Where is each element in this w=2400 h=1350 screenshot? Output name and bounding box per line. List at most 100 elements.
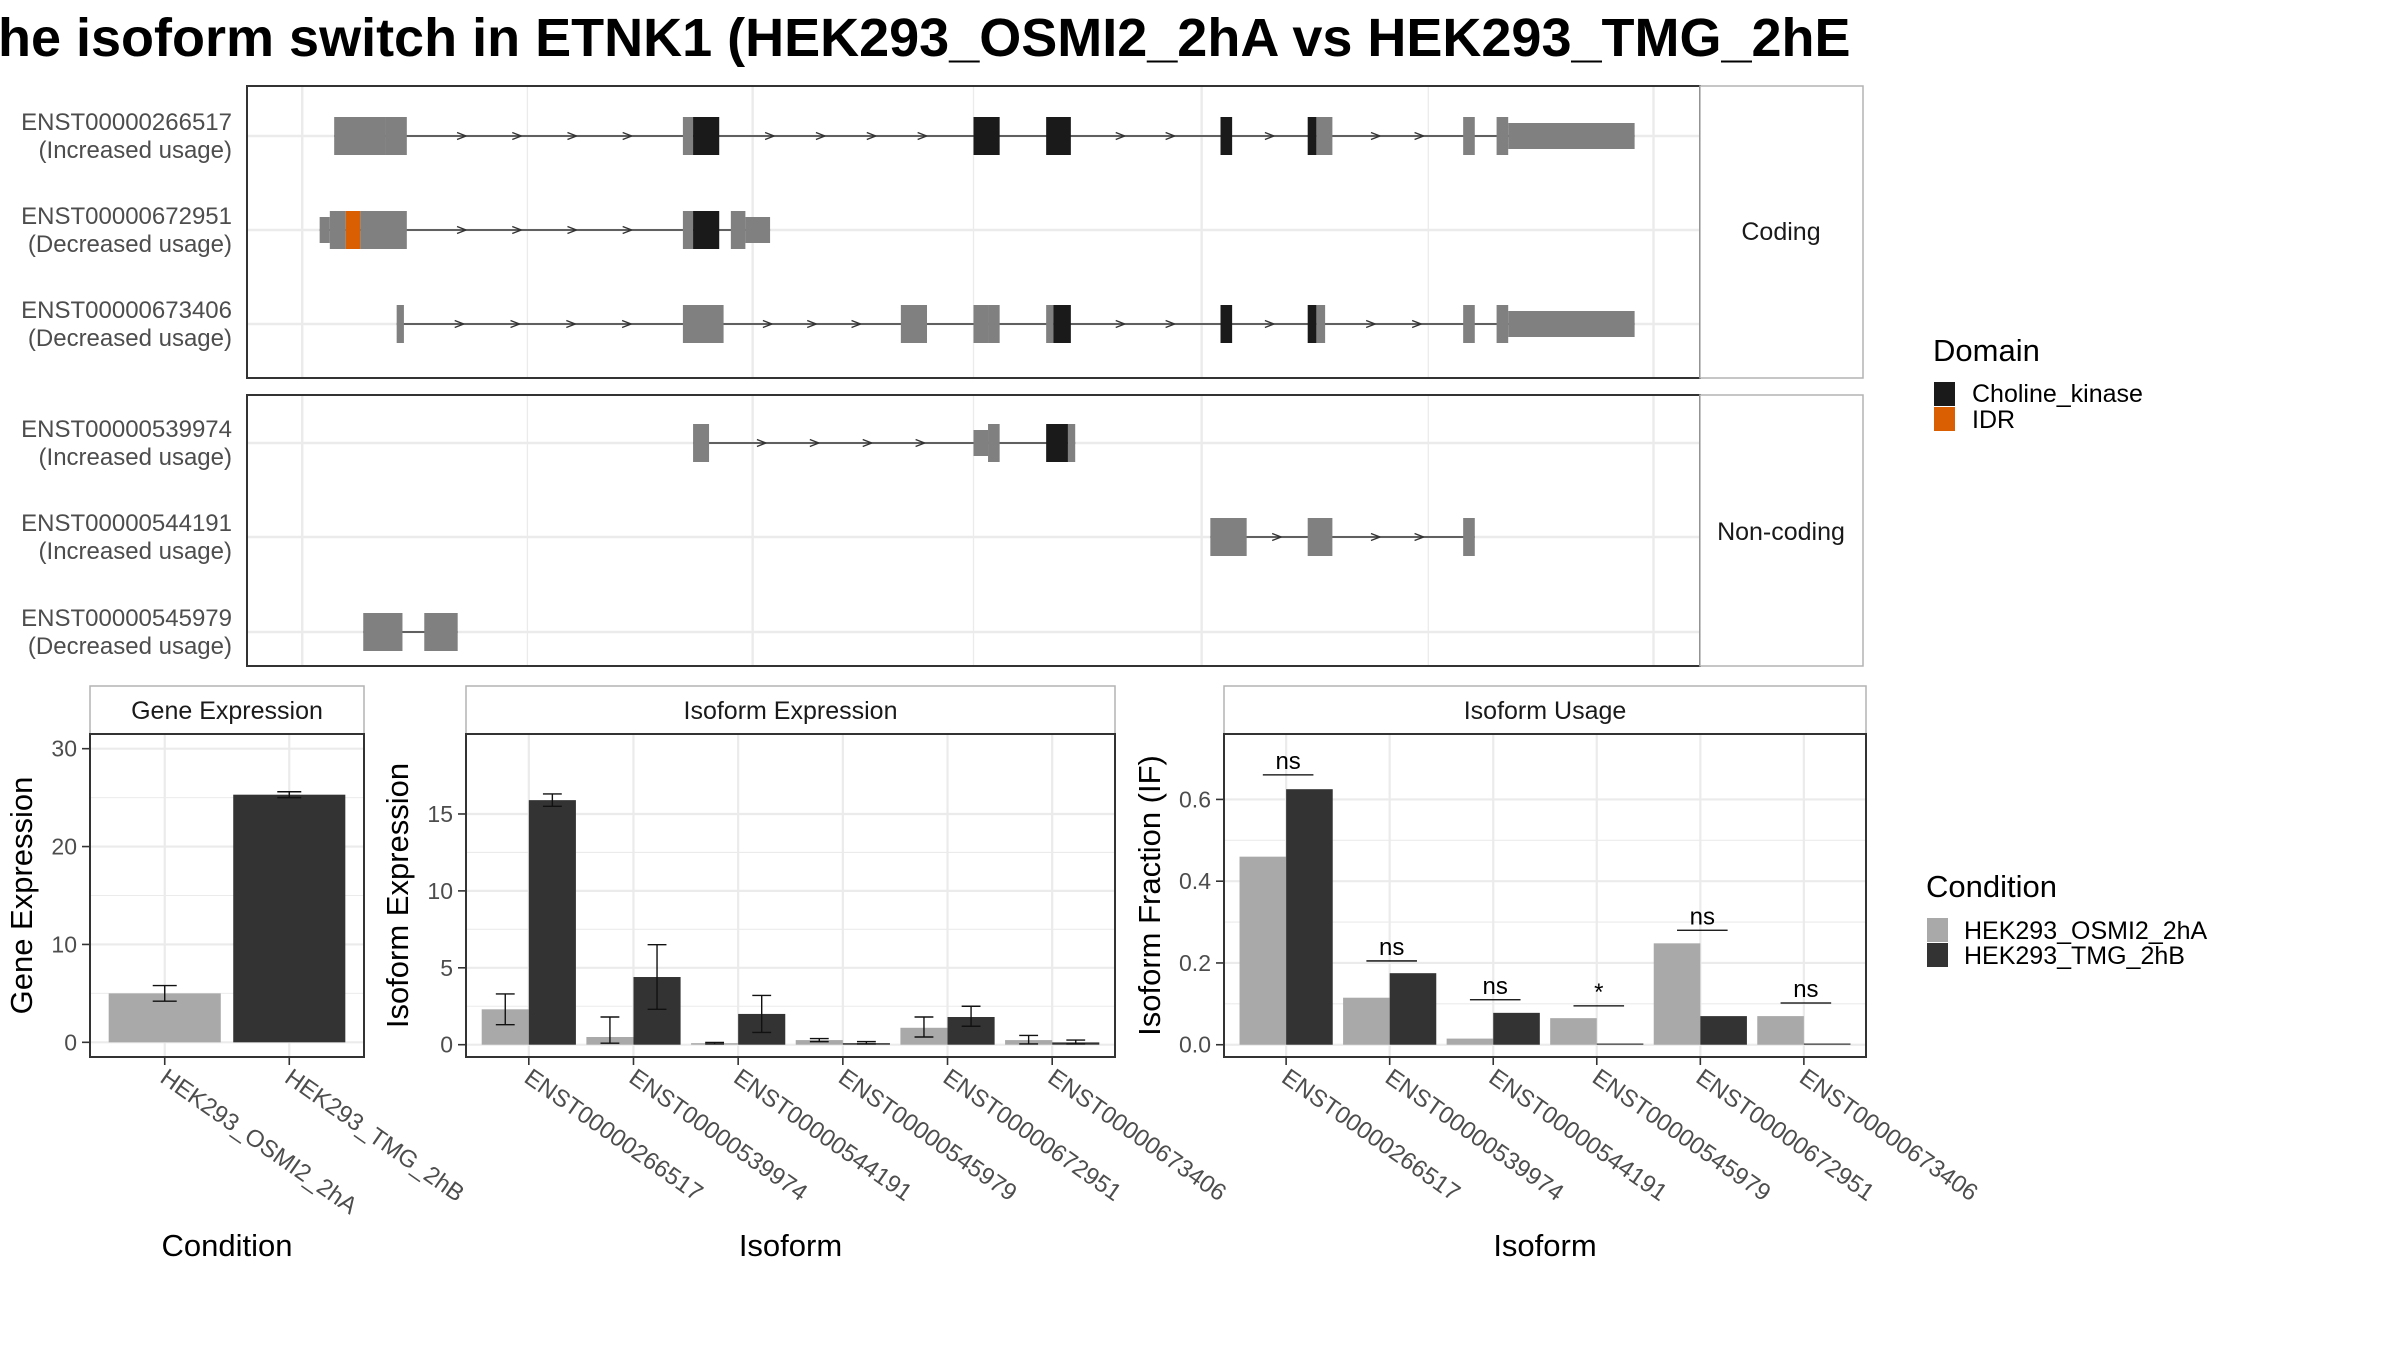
intron-direction-arrow xyxy=(1370,131,1382,141)
bar xyxy=(1596,1043,1644,1045)
x-tick-label: ENST00000672951 xyxy=(1691,1064,1879,1207)
significance-label: ns xyxy=(1483,973,1508,1000)
exon-block xyxy=(329,211,346,249)
exon-block xyxy=(1316,117,1333,155)
exon-block xyxy=(1463,518,1475,556)
transcript-usage-label: (Decreased usage) xyxy=(28,231,232,258)
intron-direction-arrow xyxy=(862,438,874,448)
y-tick-label: 30 xyxy=(51,736,77,762)
exon-block xyxy=(319,217,330,243)
intron-direction-arrow xyxy=(917,131,929,141)
x-axis-title: Isoform xyxy=(739,1228,842,1263)
intron-direction-arrow xyxy=(567,225,579,235)
intron-direction-arrow xyxy=(1271,532,1284,542)
y-tick-label: 0 xyxy=(64,1029,77,1055)
intron-direction-arrow xyxy=(915,438,927,448)
domain-legend-label: IDR xyxy=(1972,406,2015,434)
transcript-tracks xyxy=(319,117,1635,651)
intron-direction-arrow xyxy=(1115,319,1127,329)
intron-direction-arrow xyxy=(1115,131,1127,141)
bar xyxy=(1343,997,1390,1045)
y-tick-label: 15 xyxy=(427,801,453,827)
plot-border xyxy=(89,733,365,1058)
intron-direction-arrow xyxy=(1264,319,1276,329)
exon-block xyxy=(693,424,710,462)
exon-block xyxy=(900,305,928,343)
exon-block xyxy=(745,217,771,243)
domain-legend-key xyxy=(1934,407,1955,431)
exon-block xyxy=(682,305,724,343)
condition-legend-label: HEK293_TMG_2hB xyxy=(1964,942,2185,970)
intron-direction-arrow xyxy=(762,319,774,329)
intron-direction-arrow xyxy=(866,131,878,141)
significance-label: ns xyxy=(1379,934,1404,961)
exon-block xyxy=(1496,117,1509,155)
transcript-labels: ENST00000266517(Increased usage)ENST0000… xyxy=(21,109,232,660)
exon-block xyxy=(1220,117,1233,155)
bar xyxy=(233,794,346,1043)
intron-direction-arrow xyxy=(566,319,578,329)
x-tick-label: ENST00000672951 xyxy=(938,1064,1126,1207)
intron-direction-arrow xyxy=(622,225,634,235)
condition-legend-key xyxy=(1927,943,1948,967)
y-axis-title: Gene Expression xyxy=(4,777,39,1015)
exon-block xyxy=(424,613,458,651)
domain-legend-key xyxy=(1934,382,1955,406)
x-tick-label: ENST00000539974 xyxy=(624,1064,812,1207)
panel-title: Gene Expression xyxy=(131,697,323,725)
exon-block xyxy=(1046,305,1054,343)
intron-direction-arrow xyxy=(1264,131,1276,141)
intron-direction-arrow xyxy=(567,131,579,141)
transcript-usage-label: (Decreased usage) xyxy=(28,633,232,660)
intron-direction-arrow xyxy=(456,225,468,235)
coding-strip xyxy=(1699,85,1864,379)
exon-block xyxy=(1508,123,1635,149)
plot-border xyxy=(465,733,1116,1058)
exon-block xyxy=(730,211,746,249)
y-tick-label: 0.0 xyxy=(1179,1032,1211,1058)
intron-direction-arrow xyxy=(756,438,768,448)
intron-direction-arrow xyxy=(1165,131,1177,141)
exon-block xyxy=(1496,305,1509,343)
domain-legend: Domain Choline_kinase IDR xyxy=(1933,333,2143,434)
exon-block xyxy=(988,305,1000,343)
exon-block xyxy=(988,424,1000,462)
isoform-expression-chart: Isoform Expression051015ENST00000266517E… xyxy=(380,685,1231,1263)
exon-block xyxy=(345,211,361,249)
transcript-id-label: ENST00000544191 xyxy=(21,510,232,537)
structure-plot: Coding Non-coding ENST00000266517(Increa… xyxy=(21,85,1864,667)
exon-block xyxy=(360,211,407,249)
intron-direction-arrow xyxy=(510,319,522,329)
intron-direction-arrow xyxy=(512,225,524,235)
exon-block xyxy=(1316,305,1326,343)
x-tick-label: ENST00000266517 xyxy=(1277,1064,1465,1207)
bar xyxy=(1757,1016,1804,1045)
noncoding-strip-label: Non-coding xyxy=(1717,518,1845,546)
exon-block xyxy=(334,117,386,155)
x-tick-label: ENST00000545979 xyxy=(1587,1064,1775,1207)
x-axis-title: Condition xyxy=(162,1228,293,1263)
bar xyxy=(1700,1016,1747,1045)
exon-block xyxy=(693,117,720,155)
bar xyxy=(1286,789,1333,1045)
y-tick-label: 10 xyxy=(427,878,453,904)
y-tick-label: 0.2 xyxy=(1179,950,1211,976)
transcript-id-label: ENST00000539974 xyxy=(21,416,232,443)
exon-block xyxy=(973,117,1000,155)
transcript-id-label: ENST00000672951 xyxy=(21,203,232,230)
transcript-id-label: ENST00000266517 xyxy=(21,109,232,136)
bar xyxy=(1239,856,1287,1045)
panel-title-strip xyxy=(465,685,1116,735)
intron-direction-arrow xyxy=(456,131,468,141)
panel-title: Isoform Expression xyxy=(684,697,898,725)
exon-block xyxy=(1046,424,1068,462)
y-tick-label: 0 xyxy=(440,1032,453,1058)
significance-label: ns xyxy=(1275,748,1300,775)
x-tick-label: ENST00000544191 xyxy=(729,1064,917,1207)
y-tick-label: 10 xyxy=(51,931,77,957)
intron-direction-arrow xyxy=(851,319,863,329)
figure-title: he isoform switch in ETNK1 (HEK293_OSMI2… xyxy=(0,8,1851,68)
condition-legend: Condition HEK293_OSMI2_2hA HEK293_TMG_2h… xyxy=(1926,869,2208,970)
panel-title-strip xyxy=(89,685,365,735)
